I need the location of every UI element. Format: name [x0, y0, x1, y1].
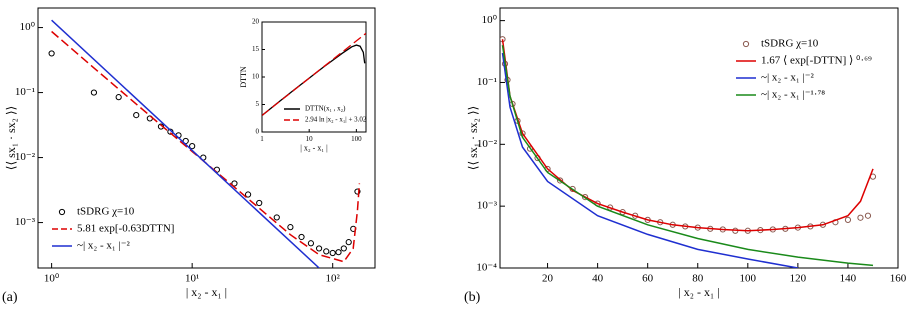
legend-label: ~| x₂ - x₁ |⁻²	[77, 240, 130, 252]
data-point	[307, 240, 315, 247]
x-tick-label: 120	[790, 272, 807, 284]
legend-label: tSDRG χ=10	[761, 38, 819, 50]
legend-label: ~| x₂ - x₁ |⁻¹·⁷⁸	[761, 89, 825, 101]
legend-label: 5.81 exp[-0.63DTTN]	[77, 223, 174, 235]
y-tick-label: 5	[256, 100, 260, 108]
data-point	[335, 249, 342, 256]
y-axis-label: ⟨⟨ sx₁ · sx₂ ⟩⟩	[466, 106, 480, 170]
y-tick-label: 10⁻²	[15, 151, 36, 163]
panel-label: (b)	[464, 290, 481, 305]
data-point	[556, 177, 564, 184]
y-axis-label: DTTN	[239, 66, 248, 88]
data-point	[287, 224, 294, 231]
x-tick-label: 1	[260, 135, 264, 143]
x-axis-label: | x₂ - x₁ |	[186, 285, 227, 299]
x-tick-label: 100	[740, 272, 757, 284]
data-point	[244, 191, 252, 198]
data-layer	[500, 36, 877, 268]
data-point	[864, 212, 872, 219]
y-tick-label: 15	[252, 45, 260, 53]
x-tick-label: 10	[306, 135, 314, 143]
y-tick-label: 10⁻¹	[15, 86, 35, 98]
x-tick-label: 10⁰	[44, 272, 60, 284]
legend-label: 1.67 ⟨ exp[-DTTN] ⟩ ⁰·⁶⁹	[761, 55, 872, 67]
legend-label: 2.94 ln |x₂ - x₁| + 3.02	[305, 116, 367, 124]
x-axis-label: | x₂ - x₁ |	[300, 144, 327, 153]
data-line	[262, 32, 366, 116]
plot-frame	[261, 21, 367, 133]
y-tick-label: 10⁰	[20, 21, 36, 33]
plot-frame	[499, 7, 899, 269]
y-tick-label: 10⁻³	[15, 216, 36, 228]
data-point	[315, 245, 323, 252]
data-point	[273, 214, 280, 221]
data-point	[329, 249, 336, 257]
x-axis-label: | x₂ - x₁ |	[678, 285, 719, 299]
x-tick-label: 10²	[326, 272, 341, 284]
data-line	[51, 19, 320, 268]
data-point	[256, 199, 263, 207]
data-point	[298, 233, 305, 241]
y-tick-label: 0	[256, 128, 260, 136]
panel: 20 40 60 80 100 120 140 160 10⁻⁴ 10⁻³ 10⁻² 10⁻¹ 10⁰ |…	[464, 7, 907, 305]
data-point	[231, 180, 238, 187]
data-point	[115, 94, 122, 101]
data-layer	[48, 19, 361, 268]
data-line	[501, 52, 799, 268]
data-point	[340, 245, 347, 252]
data-line	[501, 39, 874, 232]
y-tick-label: 10⁻²	[477, 138, 498, 150]
y-tick-label: 10⁻⁴	[476, 262, 497, 274]
data-point	[133, 112, 140, 119]
legend-label: DTTN(x₁ , x₂)	[305, 105, 346, 113]
y-tick-label: 10⁰	[482, 14, 498, 26]
panel: 1 10 100 0 5 10 15 20 | x₂ - x₁ | DTTN DTTN(x₁ , x…	[239, 18, 367, 153]
x-tick-label: 60	[642, 272, 654, 284]
data-point	[345, 239, 352, 246]
data-line	[51, 30, 361, 263]
data-point	[90, 89, 98, 96]
legend-label: tSDRG χ=10	[77, 206, 135, 218]
x-tick-label: 10¹	[185, 272, 199, 284]
data-line	[501, 45, 874, 267]
x-tick-label: 160	[890, 272, 907, 284]
x-tick-label: 80	[692, 272, 704, 284]
x-tick-label: 20	[542, 272, 554, 284]
data-point	[857, 214, 864, 221]
y-tick-label: 10⁻³	[477, 200, 498, 212]
x-tick-label: 100	[351, 135, 362, 143]
x-tick-label: 140	[840, 272, 857, 284]
y-axis-label: ⟨⟨ sx₁ · sx₂ ⟩⟩	[4, 106, 18, 170]
data-point	[189, 143, 196, 150]
data-point	[354, 188, 361, 195]
data-layer	[262, 32, 366, 117]
data-point	[844, 216, 852, 223]
legend-label: ~| x₂ - x₁ |⁻²	[761, 72, 814, 84]
data-point	[582, 194, 589, 201]
data-point	[48, 50, 55, 57]
legend-marker	[58, 208, 66, 216]
x-tick-label: 40	[592, 272, 604, 284]
panel-label: (a)	[2, 290, 18, 305]
y-tick-label: 10⁻¹	[477, 76, 497, 88]
y-tick-label: 10	[252, 73, 260, 81]
data-point	[323, 248, 330, 255]
y-tick-label: 20	[252, 18, 260, 26]
legend-marker	[742, 40, 750, 48]
